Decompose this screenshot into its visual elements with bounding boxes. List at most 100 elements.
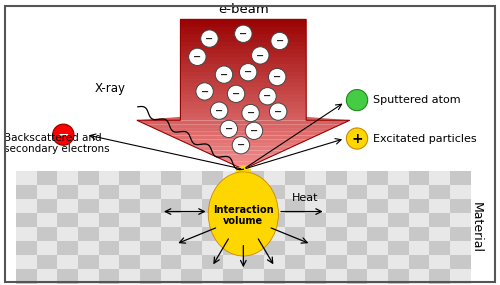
Bar [182,213,202,227]
Polygon shape [180,79,306,83]
Bar [140,199,160,213]
Bar [36,199,58,213]
Bar [202,185,222,199]
Polygon shape [180,76,306,79]
Text: Sputtered atom: Sputtered atom [372,95,460,105]
Polygon shape [227,162,260,166]
Polygon shape [180,91,306,94]
Bar [450,185,471,199]
Polygon shape [180,30,306,34]
Bar [16,255,36,270]
Bar [222,227,244,241]
Bar [306,241,326,255]
Bar [244,241,264,255]
Circle shape [232,137,250,154]
Text: −: − [273,72,281,82]
Bar [182,270,202,284]
Polygon shape [154,128,333,132]
Bar [98,171,119,185]
Bar [326,185,346,199]
Bar [182,227,202,241]
Bar [430,199,450,213]
Bar [450,171,471,185]
Bar [58,241,78,255]
Text: −: − [264,91,272,101]
Circle shape [346,89,368,111]
Polygon shape [180,87,306,91]
Bar [202,213,222,227]
Bar [78,199,98,213]
Bar [306,227,326,241]
Bar [140,255,160,270]
Bar [140,227,160,241]
Bar [408,227,430,241]
Bar [244,270,264,284]
Bar [244,171,264,185]
Bar [98,270,119,284]
Bar [36,270,58,284]
Bar [326,241,346,255]
Bar [78,270,98,284]
Polygon shape [180,61,306,64]
Bar [388,199,408,213]
Bar [140,171,160,185]
Bar [306,185,326,199]
Bar [306,213,326,227]
Bar [120,199,140,213]
Circle shape [234,25,252,42]
Circle shape [246,122,262,139]
Bar [408,270,430,284]
Bar [408,185,430,199]
Bar [222,185,244,199]
Circle shape [52,124,74,145]
Bar [222,255,244,270]
Bar [368,270,388,284]
Text: −: − [194,52,202,62]
Bar [450,199,471,213]
Text: −: − [206,34,214,44]
Bar [58,227,78,241]
Polygon shape [202,150,284,154]
Bar [284,213,306,227]
Text: −: − [246,108,254,118]
Bar [202,171,222,185]
Bar [140,213,160,227]
Bar [36,241,58,255]
Bar [430,241,450,255]
Bar [346,185,368,199]
Bar [326,213,346,227]
Bar [36,255,58,270]
Text: Excitated particles: Excitated particles [372,134,476,144]
Text: −: − [200,86,208,96]
Circle shape [240,64,257,81]
Polygon shape [146,124,341,128]
Bar [346,270,368,284]
Text: X-ray: X-ray [95,82,126,95]
Bar [450,241,471,255]
Bar [244,255,264,270]
Bar [388,270,408,284]
Bar [98,227,119,241]
Bar [98,185,119,199]
Bar [140,241,160,255]
Polygon shape [180,49,306,53]
Bar [450,227,471,241]
Polygon shape [219,158,268,162]
Text: −: − [256,50,264,60]
Bar [326,171,346,185]
Bar [222,213,244,227]
Circle shape [220,120,238,138]
Bar [306,255,326,270]
Bar [346,255,368,270]
Polygon shape [180,23,306,27]
Bar [326,227,346,241]
Bar [120,171,140,185]
Polygon shape [138,121,349,124]
Polygon shape [180,46,306,49]
Bar [306,199,326,213]
Circle shape [259,87,276,105]
Polygon shape [180,94,306,98]
Bar [160,199,182,213]
Polygon shape [162,132,324,136]
Bar [120,270,140,284]
